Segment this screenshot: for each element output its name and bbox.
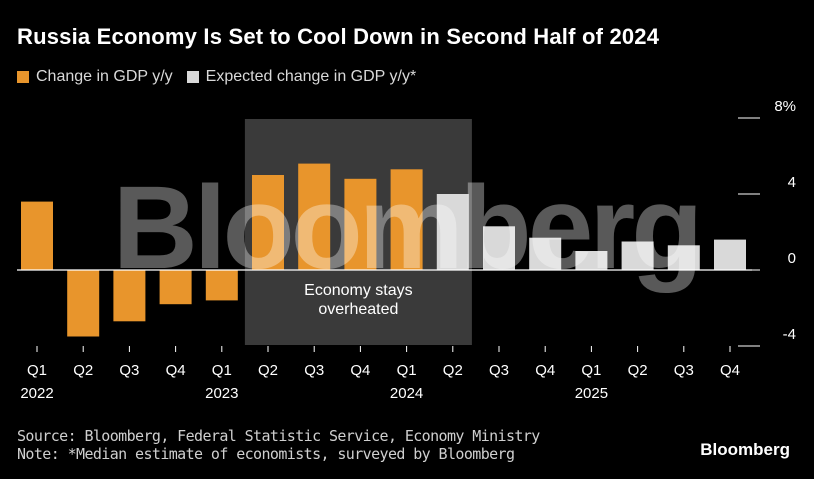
- x-tick-label: Q1: [212, 362, 232, 379]
- x-tick-label: Q3: [119, 362, 139, 379]
- annotation-text: Economy stays: [304, 282, 412, 299]
- x-year-label: 2024: [390, 385, 423, 402]
- watermark: Bloomberg: [113, 162, 700, 294]
- bar-actual-0: [21, 201, 53, 270]
- x-tick-label: Q4: [720, 362, 740, 379]
- x-year-label: 2022: [20, 385, 53, 402]
- x-tick-label: Q2: [628, 362, 648, 379]
- chart-footer: Source: Bloomberg, Federal Statistic Ser…: [17, 427, 540, 463]
- bar-actual-3: [159, 270, 192, 305]
- bar-expected-12: [575, 251, 608, 270]
- x-tick-label: Q3: [674, 362, 694, 379]
- bar-expected-9: [436, 194, 469, 270]
- y-tick-label: 4: [788, 174, 796, 191]
- x-tick-label: Q2: [73, 362, 93, 379]
- legend-label-expected: Expected change in GDP y/y*: [205, 68, 417, 85]
- bar-actual-1: [67, 270, 100, 337]
- x-tick-label: Q4: [535, 362, 555, 379]
- x-tick-label: Q3: [304, 362, 324, 379]
- bar-actual-6: [298, 163, 331, 270]
- x-tick-label: Q3: [489, 362, 509, 379]
- bloomberg-logo: Bloomberg: [700, 440, 790, 459]
- bar-expected-10: [483, 226, 515, 270]
- x-year-label: 2023: [205, 385, 238, 402]
- legend-item-actual: Change in GDP y/y: [17, 68, 173, 86]
- annotation-text: overheated: [318, 301, 398, 318]
- x-tick-label: Q2: [258, 362, 278, 379]
- x-tick-label: Q4: [166, 362, 186, 379]
- bar-actual-4: [205, 270, 238, 301]
- legend-item-expected: Expected change in GDP y/y*: [186, 68, 417, 86]
- legend-label-actual: Change in GDP y/y: [36, 68, 173, 85]
- bar-actual-2: [113, 270, 146, 322]
- legend-swatch-expected: [186, 71, 199, 83]
- bar-expected-15: [714, 239, 746, 270]
- x-tick-label: Q4: [350, 362, 370, 379]
- y-tick-label: -4: [783, 326, 796, 343]
- bar-expected-13: [621, 241, 654, 270]
- bar-actual-5: [252, 175, 284, 270]
- chart-title: Russia Economy Is Set to Cool Down in Se…: [17, 24, 660, 49]
- bar-actual-8: [390, 169, 423, 270]
- bar-expected-11: [529, 237, 562, 270]
- y-tick-label: 0: [788, 250, 796, 267]
- bar-expected-14: [667, 245, 700, 270]
- legend: Change in GDP y/y Expected change in GDP…: [17, 68, 430, 86]
- x-year-label: 2025: [575, 385, 608, 402]
- legend-swatch-actual: [17, 71, 29, 83]
- x-tick-label: Q1: [397, 362, 417, 379]
- x-tick-label: Q2: [443, 362, 463, 379]
- bar-actual-7: [344, 178, 377, 270]
- x-tick-label: Q1: [27, 362, 47, 379]
- y-tick-label: 8%: [774, 98, 796, 115]
- footnote: Note: *Median estimate of economists, su…: [17, 445, 515, 463]
- x-tick-label: Q1: [581, 362, 601, 379]
- source-note: Source: Bloomberg, Federal Statistic Ser…: [17, 427, 540, 445]
